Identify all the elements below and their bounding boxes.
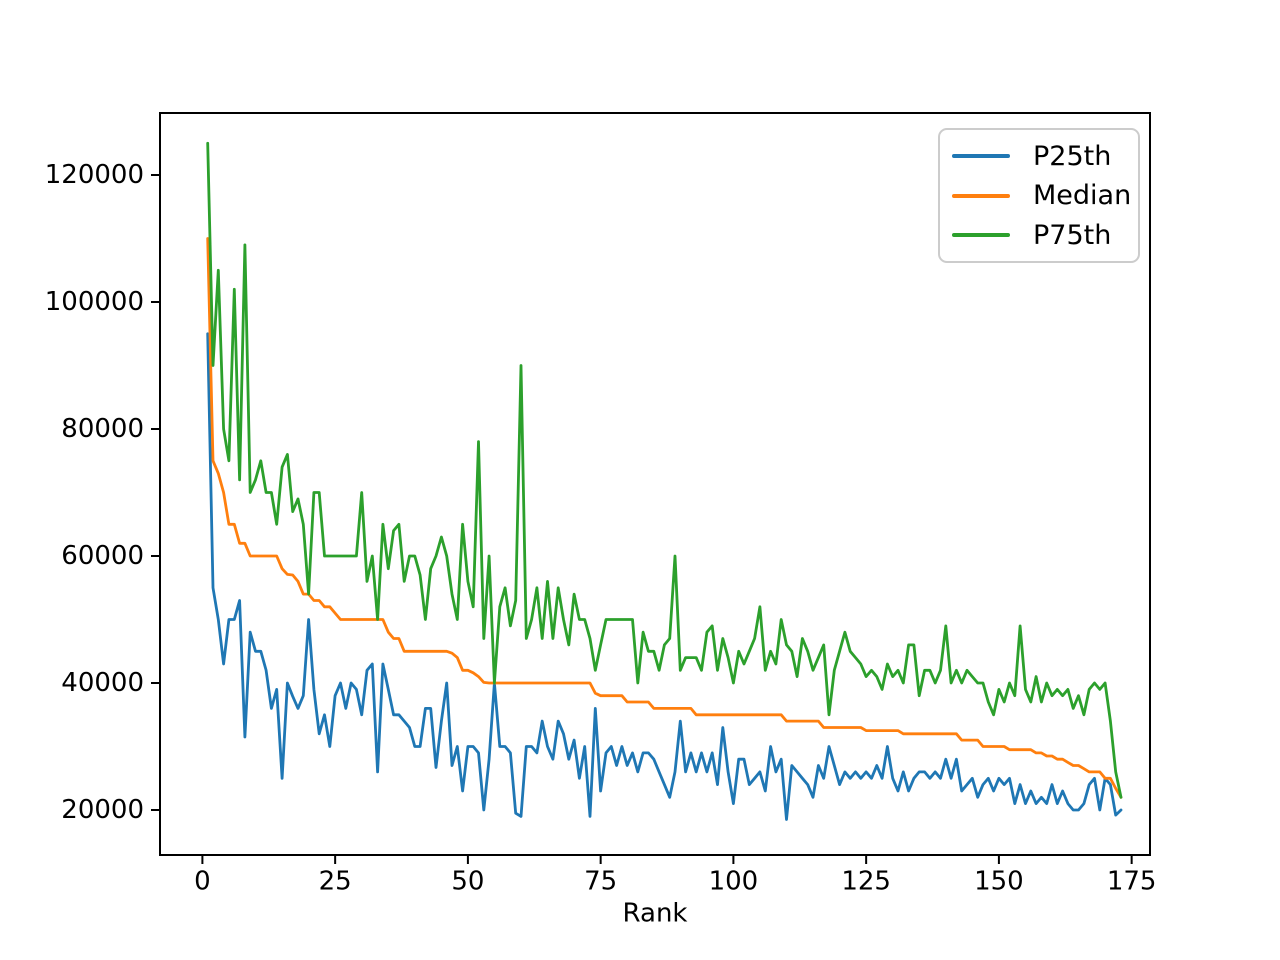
y-tick-label: 40000	[61, 668, 144, 698]
series-line-p25th	[206, 332, 1123, 821]
x-tick-label: 150	[974, 866, 1024, 896]
legend-label: P75th	[1033, 219, 1112, 251]
x-tick-label: 50	[451, 866, 484, 896]
y-tick-label: 60000	[61, 541, 144, 571]
axes-spines	[159, 112, 1151, 856]
series-line-median	[206, 237, 1123, 799]
legend-entry-p75th: P75th	[952, 222, 1138, 249]
legend: P25th Median P75th	[938, 128, 1140, 263]
legend-entry-p25th: P25th	[952, 143, 1138, 170]
x-tick-label: 100	[709, 866, 759, 896]
y-tick-label: 120000	[45, 160, 144, 190]
series-line-p75th	[206, 141, 1123, 799]
y-tick-label: 100000	[45, 287, 144, 317]
x-tick-label: 75	[584, 866, 617, 896]
legend-line-sample-median	[952, 193, 1010, 198]
legend-line-sample-p75th	[952, 233, 1010, 237]
y-tick-label: 80000	[61, 414, 144, 444]
legend-line-sample-p25th	[952, 154, 1010, 158]
data-lines	[206, 141, 1123, 821]
x-axis-label: Rank	[623, 898, 688, 928]
x-tick-label: 0	[194, 866, 211, 896]
axis-ticks: 0 25 50 75 100 125 150 175 20000 40000 60000 80000 1…	[45, 160, 1157, 896]
x-tick-label: 25	[319, 866, 352, 896]
x-tick-label: 125	[841, 866, 891, 896]
legend-label: P25th	[1033, 140, 1112, 172]
legend-label: Median	[1033, 180, 1132, 211]
x-tick-label: 175	[1107, 866, 1157, 896]
legend-entry-median: Median	[952, 182, 1138, 209]
y-tick-label: 20000	[61, 795, 144, 825]
